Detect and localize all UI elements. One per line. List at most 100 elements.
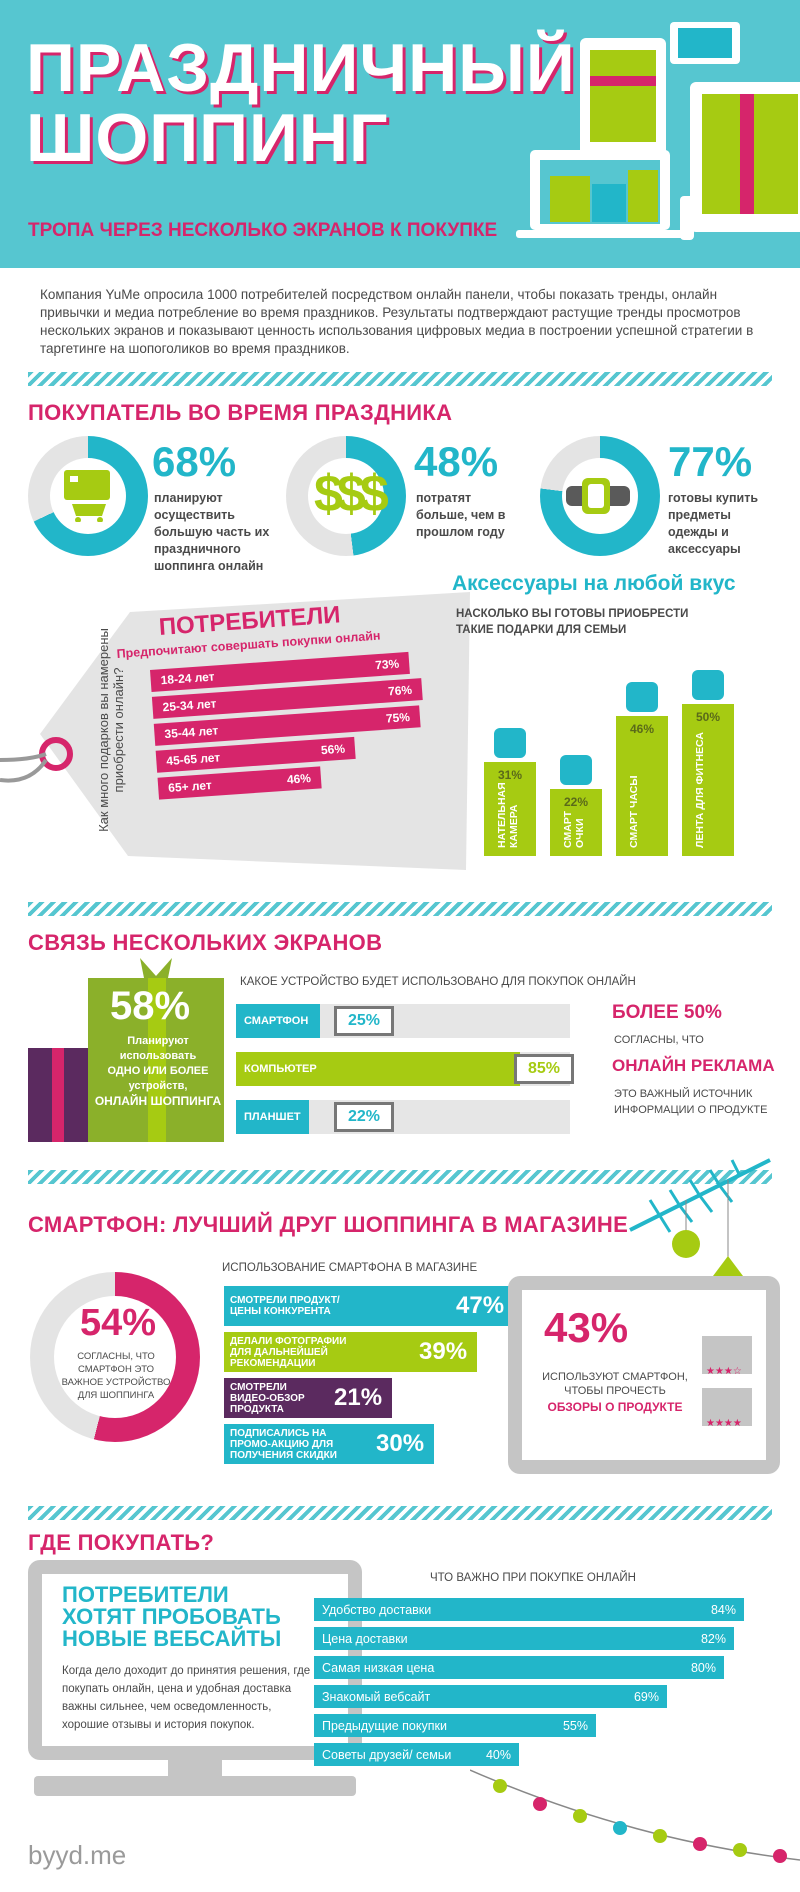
accessory-pct: 31% xyxy=(497,768,523,782)
smartwatch-icon xyxy=(566,472,630,525)
online-importance-row: Советы друзей/ семьи 40% xyxy=(314,1743,519,1766)
age-bar-pct: 56% xyxy=(320,741,346,758)
age-bar-label: 25-34 лет xyxy=(162,696,217,715)
watch-icon xyxy=(626,682,658,712)
usage-bar: СМОТРЕЛИ ВИДЕО-ОБЗОР ПРОДУКТА xyxy=(224,1378,392,1418)
accessory-bar xyxy=(616,716,668,856)
header-banner: ПРАЗДНИЧНЫЙ ШОППИНГ ТРОПА ЧЕРЕЗ НЕСКОЛЬК… xyxy=(0,0,800,268)
age-bar-pct: 75% xyxy=(385,710,411,726)
usage-pct: 21% xyxy=(334,1384,383,1411)
stat-pct: 77% xyxy=(668,438,753,485)
tablet-text: ИСПОЛЬЗУЮТ СМАРТФОН, ЧТОБЫ ПРОЧЕСТЬ xyxy=(542,1371,688,1397)
device-bar: СМАРТФОН xyxy=(236,1004,320,1038)
section-title-multiscreen: СВЯЗЬ НЕСКОЛЬКИХ ЭКРАНОВ xyxy=(28,930,383,955)
side-big2: ОНЛАЙН РЕКЛАМА xyxy=(612,1056,775,1075)
rating-stars-icon: ★★★★ xyxy=(706,1418,742,1429)
device-pct-box: 25% xyxy=(334,1006,394,1036)
devices-title: КАКОЕ УСТРОЙСТВО БУДЕТ ИСПОЛЬЗОВАНО ДЛЯ … xyxy=(240,976,636,988)
gift-text1: Планируют использовать xyxy=(119,1035,197,1062)
stat-text: готовы купить предметы одежды и аксессуа… xyxy=(668,491,759,556)
donut-chart xyxy=(286,436,406,556)
gift-box-illustration xyxy=(28,958,224,1142)
usage-bar-label: СМОТРЕЛИ ПРОДУКТ/ ЦЕНЫ КОНКУРЕНТА xyxy=(230,1295,340,1317)
section-title-holiday-shopper: ПОКУПАТЕЛЬ ВО ВРЕМЯ ПРАЗДНИКА xyxy=(28,400,453,425)
stat-pct: 48% xyxy=(414,438,499,485)
online-row-label: Самая низкая цена xyxy=(322,1660,435,1675)
accessory-bar xyxy=(550,789,602,856)
age-bar-label: 18-24 лет xyxy=(160,669,215,688)
gift-text-block: Планируют использовать ОДНО ИЛИ БОЛЕЕ ус… xyxy=(88,1034,228,1109)
device-pct-box: 22% xyxy=(334,1102,394,1132)
divider xyxy=(28,1506,772,1520)
usage-bar: СМОТРЕЛИ ПРОДУКТ/ ЦЕНЫ КОНКУРЕНТА xyxy=(224,1286,514,1326)
usage-bar-label: СМОТРЕЛИ ВИДЕО-ОБЗОР ПРОДУКТА xyxy=(230,1381,305,1415)
usage-pct: 30% xyxy=(376,1430,425,1457)
online-row-label: Предыдущие покупки xyxy=(322,1718,447,1733)
donut-text: СОГЛАСНЫ, ЧТО СМАРТФОН ЭТО ВАЖНОЕ УСТРОЙ… xyxy=(61,1351,171,1401)
donut-pct: 54% xyxy=(80,1302,157,1344)
pencil-band-icon xyxy=(692,670,724,700)
side-small2: ЭТО ВАЖНЫЙ ИСТОЧНИК ИНФОРМАЦИИ О ПРОДУКТ… xyxy=(614,1088,768,1116)
usage-bar-chart: СМОТРЕЛИ ПРОДУКТ/ ЦЕНЫ КОНКУРЕНТА 47% ДЕЛА… xyxy=(224,1286,524,1476)
accessory-pct: 22% xyxy=(563,795,589,809)
stats-row: 68% планируют осуществить большую часть … xyxy=(28,436,768,586)
dollar-icon: $$$ xyxy=(314,465,389,523)
tablet-illustration xyxy=(508,1276,780,1474)
accessory-label: СМАРТ ЧАСЫ xyxy=(628,775,640,848)
online-chart-title: ЧТО ВАЖНО ПРИ ПОКУПКЕ ОНЛАЙН xyxy=(430,1572,636,1584)
accessory-bar xyxy=(484,762,536,856)
accessory-label: СМАРТ ОЧКИ xyxy=(562,810,586,848)
footer-logo: byyd.me xyxy=(28,1840,127,1870)
usage-title: ИСПОЛЬЗОВАНИЕ СМАРТФОНА В МАГАЗИНЕ xyxy=(222,1262,478,1274)
device-bar: КОМПЬЮТЕР xyxy=(236,1052,520,1086)
online-row-label: Цена доставки xyxy=(322,1631,408,1646)
age-bar-label: 35-44 лет xyxy=(164,723,219,742)
age-bar-pct: 46% xyxy=(286,771,312,787)
monitor-title: ПОТРЕБИТЕЛИ ХОТЯТ ПРОБОВАТЬ НОВЫЕ ВЕБСАЙ… xyxy=(62,1582,282,1651)
accessory-pct: 50% xyxy=(695,710,721,724)
online-importance-row: Предыдущие покупки 55% xyxy=(314,1714,596,1737)
divider xyxy=(28,372,772,386)
main-title-line1: ПРАЗДНИЧНЫЙ xyxy=(26,30,576,106)
rating-stars-icon: ★★★☆ xyxy=(706,1366,742,1377)
online-row-pct: 40% xyxy=(485,1747,511,1762)
usage-bar-label: ДЕЛАЛИ ФОТОГРАФИИ ДЛЯ ДАЛЬНЕЙШЕЙ РЕКОМЕН… xyxy=(230,1335,347,1369)
online-row-pct: 84% xyxy=(710,1602,736,1617)
accessories-bar-chart: 31% НАТЕЛЬНАЯ КАМЕРА 22% СМАРТ ОЧКИ 46% СМАРТ… xyxy=(484,656,764,856)
age-bar-pct: 73% xyxy=(374,656,400,673)
camera-icon xyxy=(494,728,526,758)
online-importance-row: Знакомый вебсайт 69% xyxy=(314,1685,667,1708)
accessories-subtitle: НАСКОЛЬКО ВЫ ГОТОВЫ ПРИОБРЕСТИ ТАКИЕ ПОД… xyxy=(456,608,689,636)
accessory-bar xyxy=(682,704,734,856)
main-title-line2: ШОППИНГ xyxy=(26,100,389,176)
device-bar: ПЛАНШЕТ xyxy=(236,1100,309,1134)
age-bar-label: 65+ лет xyxy=(167,777,213,795)
device-bar-track: СМАРТФОН xyxy=(236,1004,570,1038)
devices-gifts-illustration xyxy=(516,22,800,240)
usage-bar: ДЕЛАЛИ ФОТОГРАФИИ ДЛЯ ДАЛЬНЕЙШЕЙ РЕКОМЕН… xyxy=(224,1332,477,1372)
garland-lights xyxy=(470,1769,800,1863)
online-importance-row: Удобство доставки 84% xyxy=(314,1598,744,1621)
monitor-text: Когда дело доходит до принятия решения, … xyxy=(62,1665,311,1731)
side-small1: СОГЛАСНЫ, ЧТО xyxy=(614,1034,704,1046)
accessories-title: Аксессуары на любой вкус xyxy=(452,572,736,595)
gift-text3: ОНЛАЙН ШОППИНГА xyxy=(94,1094,222,1108)
usage-pct: 47% xyxy=(456,1292,505,1319)
divider xyxy=(28,1170,772,1184)
section-title-where: ГДЕ ПОКУПАТЬ? xyxy=(28,1530,215,1555)
usage-pct: 39% xyxy=(419,1338,468,1365)
donut-chart xyxy=(28,436,148,556)
stat-pct: 68% xyxy=(152,438,237,485)
online-row-label: Удобство доставки xyxy=(322,1602,432,1617)
section-title-smartphone: СМАРТФОН: ЛУЧШИЙ ДРУГ ШОППИНГА В МАГАЗИН… xyxy=(28,1212,629,1237)
online-importance-row: Цена доставки 82% xyxy=(314,1627,734,1650)
tablet-text2: ОБЗОРЫ О ПРОДУКТЕ xyxy=(547,1400,683,1414)
intro-paragraph: Компания YuMe опросила 1000 потребителей… xyxy=(40,287,754,356)
monitor-illustration xyxy=(28,1560,362,1796)
glasses-icon xyxy=(560,755,592,785)
device-pct-box: 85% xyxy=(514,1054,574,1084)
accessory-label: ЛЕНТА ДЛЯ ФИТНЕСА xyxy=(694,732,706,848)
age-bar-pct: 76% xyxy=(387,682,413,699)
online-row-pct: 80% xyxy=(690,1660,716,1675)
divider xyxy=(28,902,772,916)
